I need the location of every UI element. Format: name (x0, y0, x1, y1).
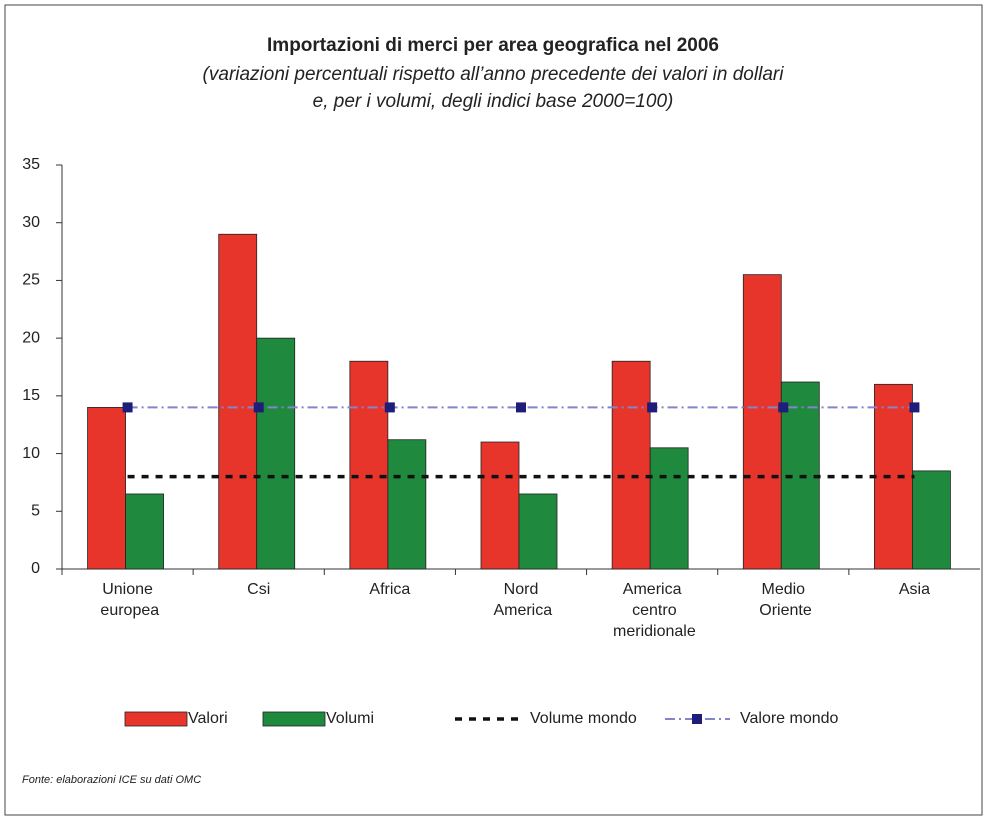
x-tick-label: Unione europea (96, 581, 159, 619)
chart-subtitle: (variazioni percentuali rispetto all’ann… (203, 64, 785, 85)
source-note: Fonte: elaborazioni ICE su dati OMC (22, 774, 201, 786)
legend-swatch (262, 711, 326, 727)
y-tick-label: 0 (31, 560, 40, 577)
line-marker (647, 402, 658, 413)
bar (480, 441, 520, 570)
bar (874, 383, 913, 570)
frame (4, 4, 983, 816)
y-tick-label: 30 (22, 214, 40, 231)
legend-label: Valore mondo (740, 710, 839, 727)
x-tick-label: Csi (247, 581, 270, 598)
line-marker (122, 402, 133, 413)
y-tick-label: 10 (22, 445, 40, 462)
legend-swatch (124, 711, 188, 727)
x-tick-label: America centro meridionale (609, 581, 696, 640)
x-tick-label: Africa (369, 581, 410, 598)
y-tick-label: 25 (22, 272, 40, 289)
bar (256, 337, 296, 570)
legend-marker (692, 714, 702, 724)
bar (218, 233, 258, 570)
x-tick-label: Nord America (490, 581, 552, 619)
bar (125, 493, 164, 570)
line-marker (909, 402, 920, 413)
chart-title: Importazioni di merci per area geografic… (267, 35, 719, 56)
chart-subtitle: e, per i volumi, degli indici base 2000=… (313, 91, 674, 112)
x-tick-label: Medio Oriente (755, 581, 812, 619)
line-marker (384, 402, 395, 413)
y-tick-label: 20 (22, 329, 40, 346)
line-marker (516, 402, 526, 413)
y-tick-label: 15 (22, 387, 40, 404)
x-tick-label: Asia (899, 581, 930, 598)
legend-label: Valori (188, 710, 228, 727)
line-marker (253, 402, 264, 413)
bar (649, 447, 689, 570)
y-tick-label: 5 (31, 503, 40, 520)
bar (518, 493, 558, 570)
legend-label: Volumi (326, 710, 374, 727)
bar (742, 274, 782, 570)
line-marker (778, 402, 789, 413)
bar (87, 406, 126, 570)
bar (349, 360, 389, 570)
bar (611, 360, 651, 570)
y-tick-label: 35 (22, 156, 40, 173)
legend-label: Volume mondo (530, 710, 637, 727)
bar (912, 470, 951, 570)
bar (387, 439, 427, 570)
